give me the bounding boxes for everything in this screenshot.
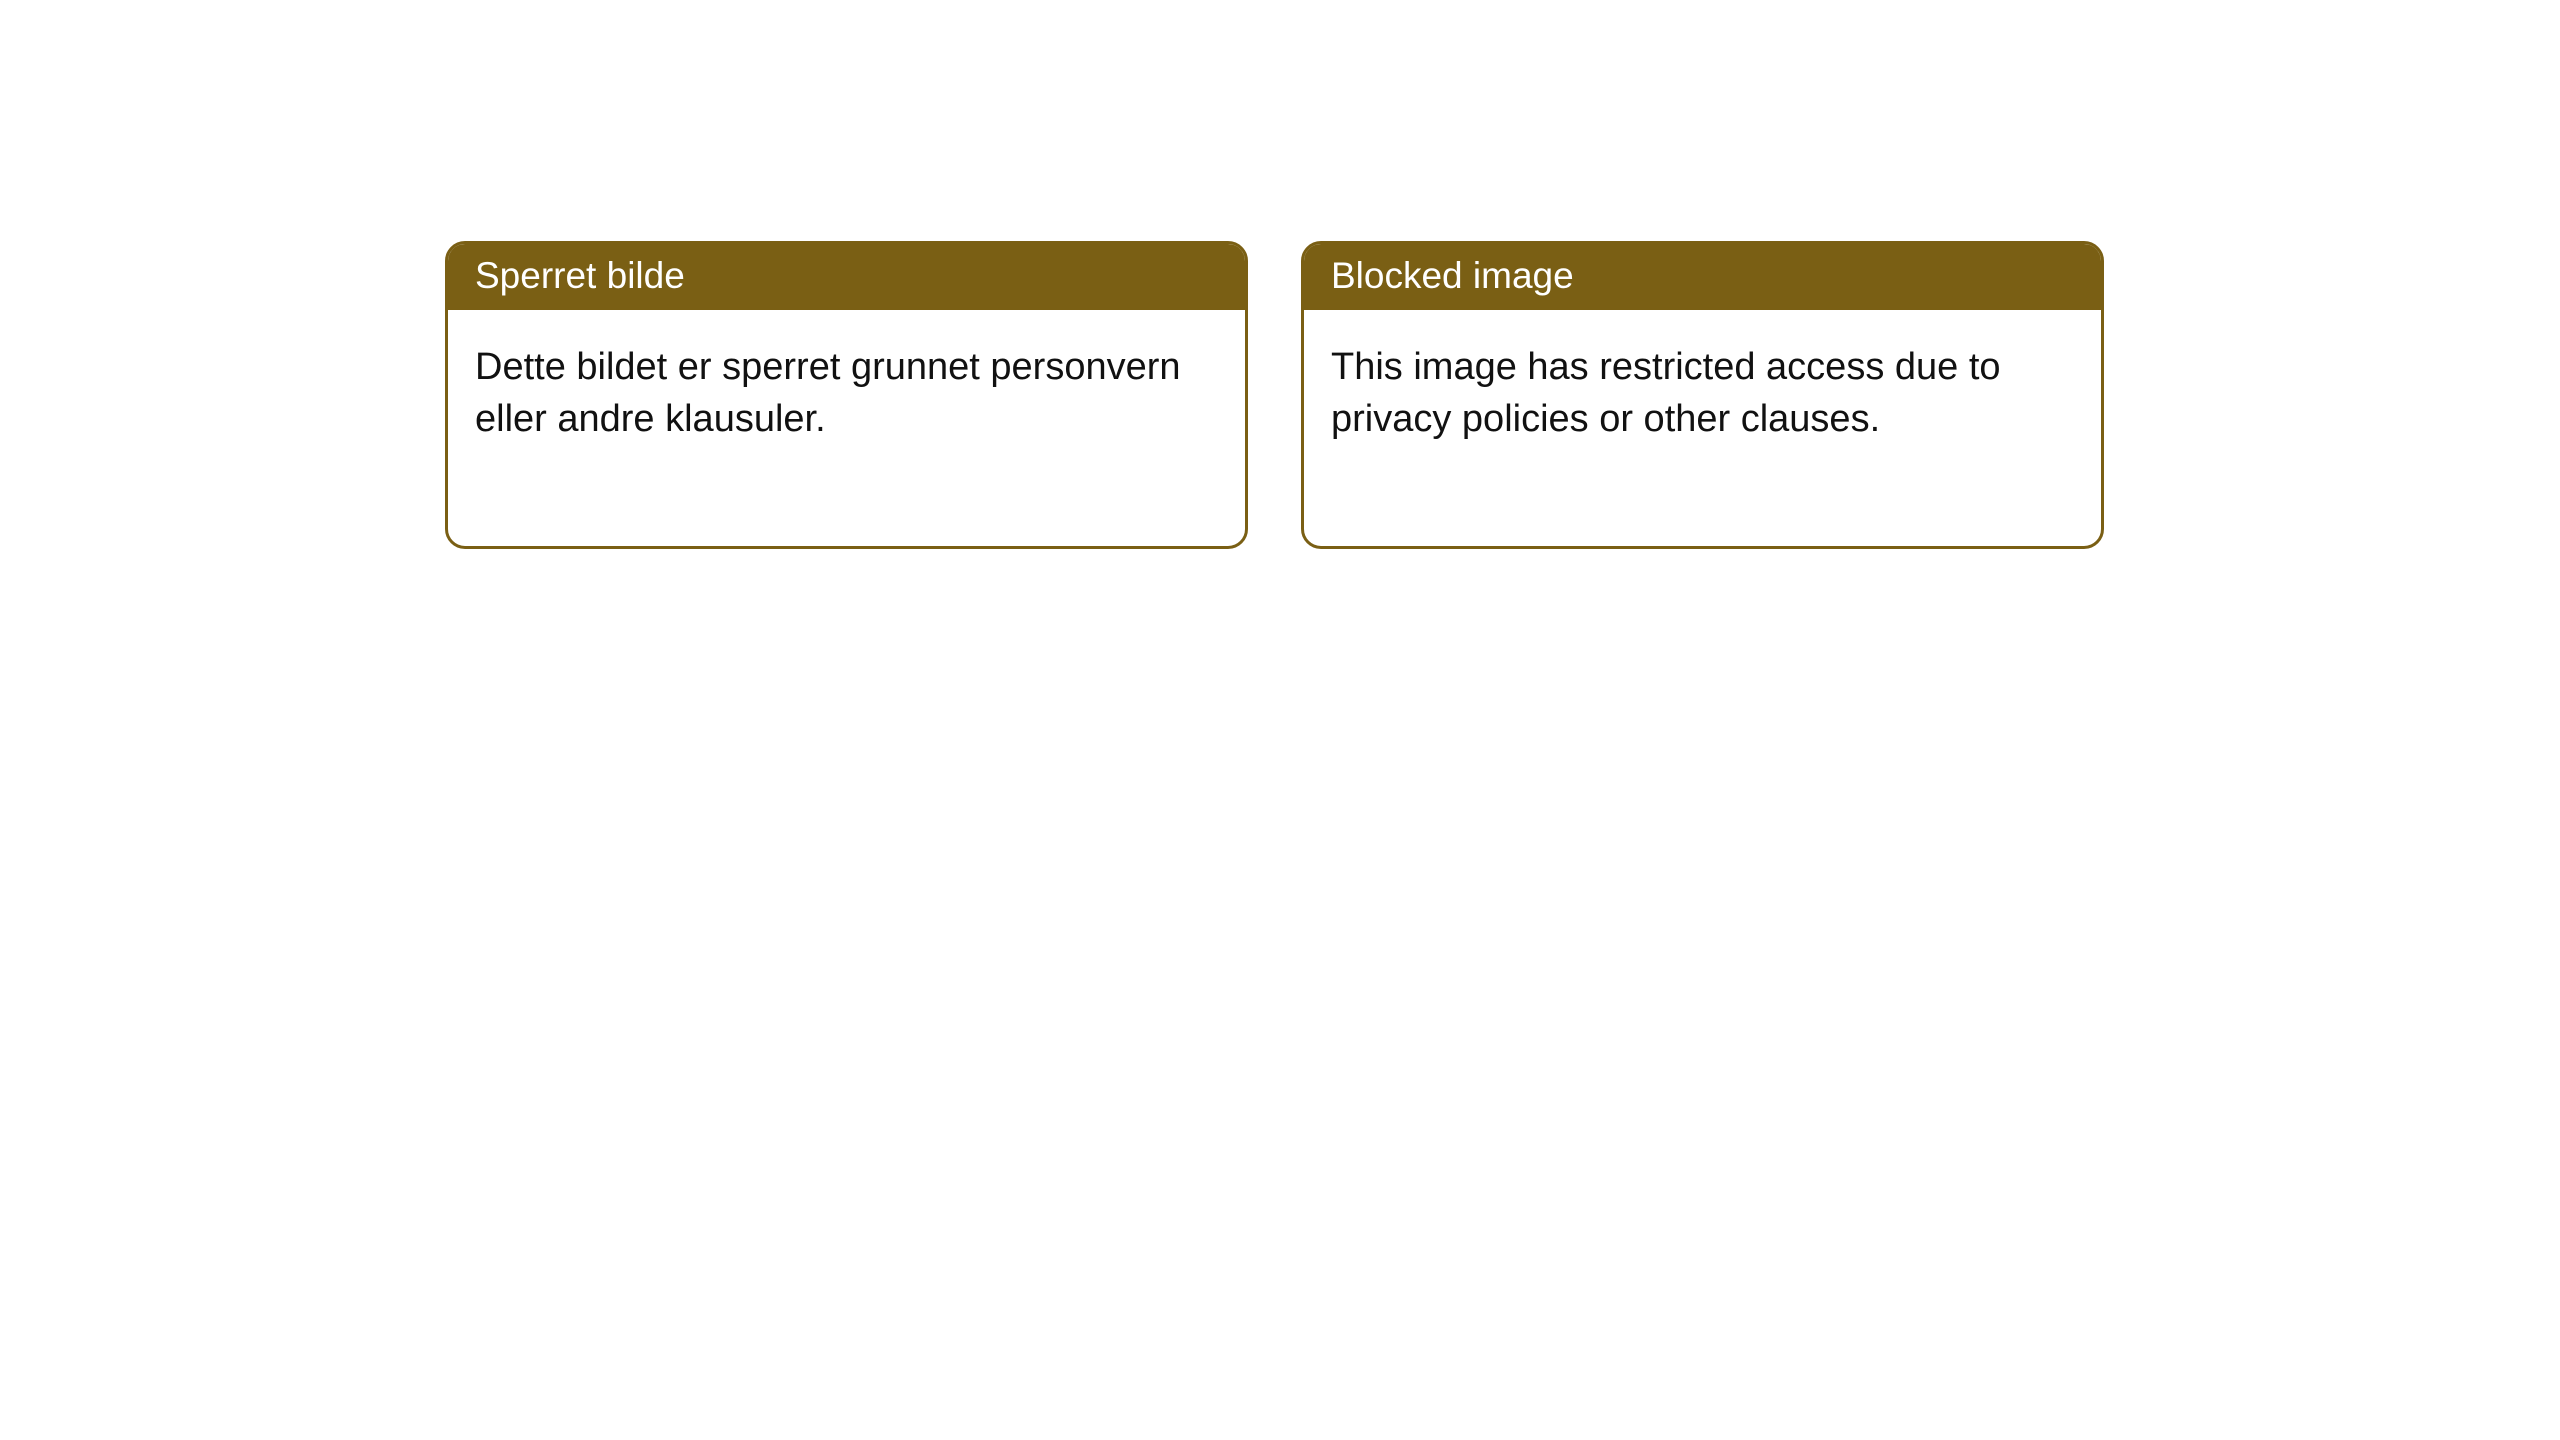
notice-card-title: Sperret bilde (448, 244, 1245, 310)
notice-card-english: Blocked image This image has restricted … (1301, 241, 2104, 549)
notice-card-body: This image has restricted access due to … (1304, 310, 2101, 545)
notice-card-title: Blocked image (1304, 244, 2101, 310)
notice-card-norwegian: Sperret bilde Dette bildet er sperret gr… (445, 241, 1248, 549)
notice-card-body: Dette bildet er sperret grunnet personve… (448, 310, 1245, 545)
notice-container: Sperret bilde Dette bildet er sperret gr… (445, 241, 2104, 549)
